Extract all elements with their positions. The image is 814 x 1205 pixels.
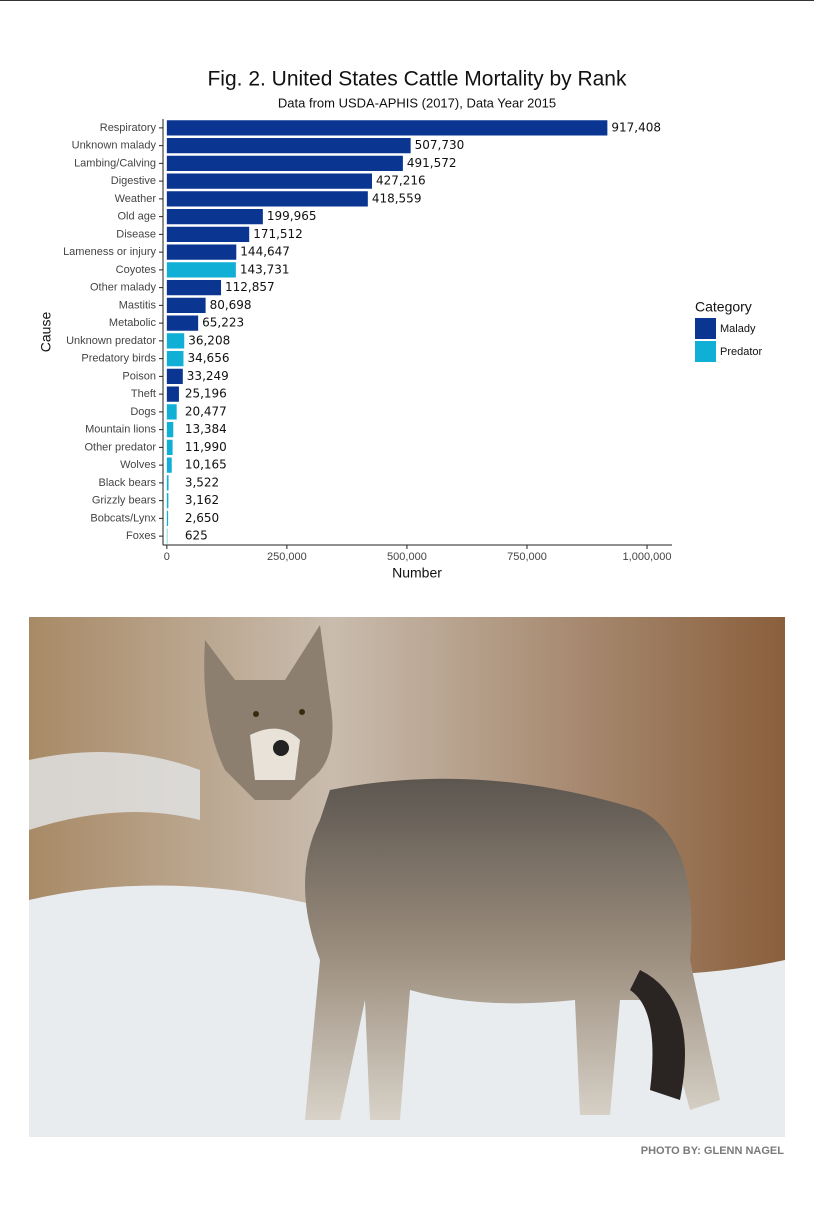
data-label: 3,522 [185, 475, 219, 489]
bar [166, 404, 177, 420]
data-label: 491,572 [407, 156, 457, 170]
y-tick-label: Other malady [90, 282, 157, 294]
bar [166, 191, 368, 207]
y-tick-label: Disease [116, 228, 156, 240]
y-tick-label: Theft [131, 388, 156, 400]
data-label: 112,857 [225, 280, 275, 294]
x-tick-label: 750,000 [507, 551, 547, 563]
x-tick-label: 0 [164, 551, 170, 563]
bar [166, 421, 174, 438]
bar [166, 208, 263, 225]
bar [166, 457, 172, 473]
data-label: 20,477 [185, 404, 227, 418]
data-label: 917,408 [611, 120, 661, 134]
legend-swatch [695, 341, 716, 362]
y-tick-label: Respiratory [100, 122, 157, 134]
bar [166, 333, 185, 349]
x-tick-label: 1,000,000 [623, 551, 672, 563]
data-label: 625 [185, 529, 208, 543]
y-tick-label: Foxes [126, 530, 156, 542]
y-tick-label: Digestive [111, 175, 156, 187]
wolf-eye [253, 711, 259, 717]
photo-credit: PHOTO BY: GLENN NAGEL [641, 1145, 784, 1157]
y-tick-label: Mountain lions [85, 424, 156, 436]
y-tick-label: Coyotes [116, 264, 157, 276]
bar [166, 368, 183, 385]
data-label: 65,223 [202, 316, 244, 330]
x-tick-label: 250,000 [267, 551, 307, 563]
wolf-muzzle [250, 728, 300, 780]
data-label: 427,216 [376, 174, 426, 188]
data-label: 34,656 [187, 351, 229, 365]
legend-swatch [695, 318, 716, 339]
data-label: 171,512 [253, 227, 303, 241]
wolf-head [204, 625, 333, 800]
x-tick-label: 500,000 [387, 551, 427, 563]
y-tick-label: Other predator [84, 441, 156, 453]
bar [166, 439, 173, 456]
chart-subtitle: Data from USDA-APHIS (2017), Data Year 2… [278, 95, 556, 110]
y-tick-label: Mastitis [119, 299, 157, 311]
wolf-nose [273, 740, 289, 756]
y-tick-label: Poison [122, 370, 156, 382]
data-label: 2,650 [185, 511, 219, 525]
legend-label: Malady [720, 323, 756, 335]
bar [166, 528, 168, 544]
bar [166, 510, 169, 527]
bar [166, 226, 250, 243]
y-tick-label: Lameness or injury [63, 246, 156, 258]
y-tick-label: Bobcats/Lynx [90, 512, 156, 524]
data-label: 33,249 [187, 369, 229, 383]
snow-patch [29, 752, 200, 830]
chart: 0 250,000 500,000 750,000 1,000,000 Respirato… [63, 119, 763, 563]
bar [166, 262, 236, 278]
bar [166, 279, 222, 296]
data-label: 507,730 [415, 138, 465, 152]
wolf-body [305, 778, 720, 1120]
legend-label: Predator [720, 346, 763, 358]
bar [166, 350, 184, 367]
y-tick-label: Wolves [120, 459, 156, 471]
bar [166, 244, 237, 260]
bar [166, 297, 206, 314]
data-label: 80,698 [210, 298, 252, 312]
data-label: 10,165 [185, 458, 227, 472]
photo [29, 617, 785, 1137]
x-axis-label: Number [392, 565, 442, 581]
bar [166, 155, 403, 172]
y-tick-label: Old age [117, 211, 156, 223]
y-tick-label: Lambing/Calving [74, 157, 156, 169]
bar [166, 173, 372, 189]
legend-title: Category [695, 299, 752, 315]
bar [166, 475, 169, 491]
data-label: 13,384 [185, 422, 227, 436]
data-label: 199,965 [267, 209, 317, 223]
bar [166, 492, 169, 509]
wolf-tail [630, 970, 685, 1100]
y-tick-label: Unknown malady [72, 140, 157, 152]
y-tick-label: Grizzly bears [92, 495, 157, 507]
data-label: 144,647 [240, 245, 290, 259]
bar [166, 315, 199, 331]
y-tick-label: Metabolic [109, 317, 157, 329]
y-tick-label: Weather [115, 193, 157, 205]
data-label: 11,990 [185, 440, 227, 454]
bar [166, 120, 608, 136]
y-tick-label: Unknown predator [66, 335, 156, 347]
data-label: 143,731 [240, 262, 290, 276]
y-axis-label: Cause [38, 312, 54, 353]
y-tick-label: Predatory birds [81, 353, 156, 365]
bar [166, 137, 411, 154]
data-label: 418,559 [372, 191, 422, 205]
data-label: 3,162 [185, 493, 219, 507]
bar [166, 386, 179, 402]
data-label: 25,196 [185, 387, 227, 401]
y-tick-label: Dogs [130, 406, 156, 418]
wolf-eye [299, 709, 305, 715]
data-label: 36,208 [188, 333, 230, 347]
chart-title: Fig. 2. United States Cattle Mortality b… [207, 68, 627, 91]
y-tick-label: Black bears [99, 477, 157, 489]
